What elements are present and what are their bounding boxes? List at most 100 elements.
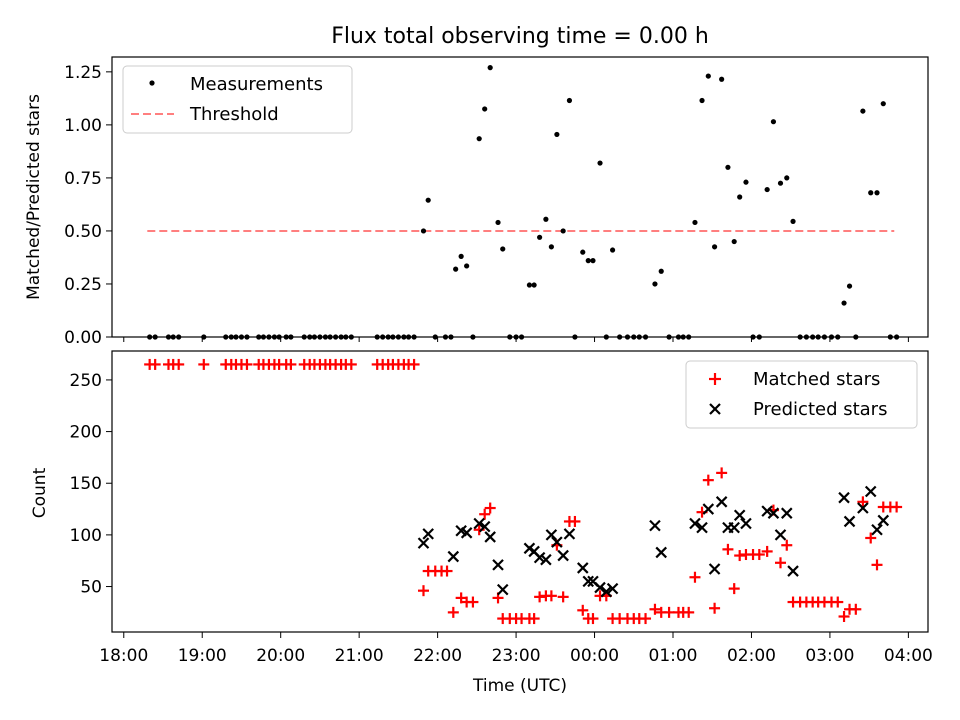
predicted-marker-stroke	[576, 562, 589, 574]
predicted-marker-stroke	[761, 505, 773, 517]
measurement-point	[487, 65, 493, 71]
predicted-star-marker	[533, 551, 546, 564]
matched-star-marker	[545, 590, 557, 602]
predicted-marker-stroke	[447, 550, 460, 563]
predicted-star-marker	[774, 529, 787, 541]
predicted-marker-stroke	[417, 537, 430, 549]
predicted-marker-stroke	[528, 545, 540, 558]
predicted-star-marker	[576, 562, 589, 574]
measurement-point	[737, 194, 743, 200]
predicted-star-marker	[551, 536, 563, 548]
measurement-point	[590, 258, 596, 264]
measurement-point	[770, 119, 777, 125]
predicted-star-marker	[708, 563, 721, 575]
matched-star-marker	[716, 467, 728, 479]
predicted-star-marker	[715, 496, 728, 508]
matched-star-marker	[149, 358, 161, 370]
predicted-marker-stroke	[871, 523, 883, 536]
measurement-point	[495, 219, 501, 226]
predicted-marker-stroke	[689, 517, 701, 530]
matched-star-marker	[467, 596, 479, 608]
predicted-marker-stroke	[594, 581, 606, 594]
bottom-panel: 50 100 150 200 250 18:00 19:00 20:00 21:00 22:00 2…	[30, 350, 933, 696]
top-ticks: 0.00 0.25 0.50 0.75 1.00 1.25	[64, 63, 909, 348]
matched-star-marker	[838, 611, 850, 623]
measurement-point	[537, 234, 543, 240]
matched-star-marker	[241, 358, 253, 370]
chart-title: Flux total observing time = 0.00 h	[331, 24, 709, 49]
predicted-marker-stroke	[733, 509, 746, 522]
measurement-point	[880, 101, 886, 107]
measurement-point	[554, 131, 560, 138]
predicted-marker-stroke	[484, 531, 496, 543]
bottom-y-tick-label: 100	[70, 526, 102, 546]
predicted-star-marker	[761, 505, 773, 517]
predicted-marker-stroke	[600, 585, 613, 598]
measurement-point	[531, 282, 537, 288]
x-tick-label: 19:00	[178, 646, 227, 666]
predicted-marker-stroke	[715, 496, 728, 508]
measurement-point	[658, 268, 664, 274]
predicted-marker-stroke	[740, 517, 752, 530]
predicted-marker-stroke	[582, 575, 595, 588]
predicted-star-marker	[606, 582, 619, 595]
predicted-marker-stroke	[696, 521, 708, 534]
predicted-marker-stroke	[843, 515, 856, 528]
predicted-star-marker	[767, 507, 780, 519]
measurement-point	[841, 300, 847, 306]
matched-star-marker	[857, 496, 869, 508]
measurement-point	[458, 253, 464, 259]
bottom-axes-frame	[111, 350, 929, 633]
matched-star-marker	[441, 565, 453, 577]
measurement-point	[764, 186, 770, 193]
top-axes-frame	[111, 56, 929, 338]
matched-star-marker	[447, 606, 459, 618]
matched-star-marker	[663, 606, 675, 618]
legend-matched-label: Matched stars	[753, 369, 880, 390]
bottom-ticks: 50 100 150 200 250 18:00 19:00 20:00 21:00 22:00 2…	[70, 371, 933, 666]
x-tick-label: 22:00	[413, 646, 462, 666]
legend-predicted-label: Predicted stars	[753, 399, 887, 420]
matched-star-marker	[484, 502, 496, 514]
matched-star-marker	[479, 508, 491, 520]
predicted-marker-stroke	[857, 502, 869, 514]
predicted-star-marker	[733, 509, 746, 522]
predicted-marker-stroke	[478, 520, 491, 533]
measurement-point	[743, 179, 749, 185]
predicted-marker-stroke	[877, 514, 890, 527]
matched-star-marker	[891, 501, 903, 513]
matched-star-marker	[702, 474, 714, 486]
predicted-marker-stroke	[492, 559, 504, 571]
matched-star-marker	[781, 539, 793, 551]
predicted-star-marker	[478, 520, 491, 533]
measurement-point	[846, 283, 853, 289]
predicted-star-marker	[787, 565, 799, 577]
x-tick-label: 18:00	[99, 646, 148, 666]
predicted-star-marker	[496, 583, 509, 596]
matched-star-marker	[557, 591, 569, 603]
predicted-marker-stroke	[838, 491, 850, 504]
top-panel: 0.00 0.25 0.50 0.75 1.00 1.25 Matched/Predict…	[24, 56, 929, 348]
predicted-star-marker	[422, 528, 434, 540]
bottom-y-tick-label: 150	[70, 474, 102, 494]
x-tick-label: 03:00	[805, 646, 854, 666]
predicted-star-marker	[728, 521, 740, 534]
matched-star-marker	[850, 603, 862, 615]
legend-matched-marker	[709, 373, 721, 385]
matched-star-marker	[285, 358, 297, 370]
bottom-y-tick-label: 50	[80, 578, 102, 598]
predicted-marker-stroke	[767, 507, 780, 519]
measurement-point	[725, 164, 731, 170]
measurement-point	[719, 76, 725, 82]
predicted-star-marker	[563, 528, 576, 540]
matched-star-marker	[871, 559, 883, 571]
predicted-marker-stroke	[708, 563, 721, 575]
predicted-marker-stroke	[557, 549, 569, 562]
predicted-star-marker	[871, 523, 883, 536]
matched-star-marker	[198, 358, 210, 370]
measurement-point	[705, 73, 711, 79]
predicted-star-marker	[417, 537, 430, 549]
bottom-y-tick-label: 250	[70, 371, 102, 391]
top-y-tick-label: 1.25	[64, 63, 102, 83]
predicted-marker-stroke	[533, 551, 546, 564]
